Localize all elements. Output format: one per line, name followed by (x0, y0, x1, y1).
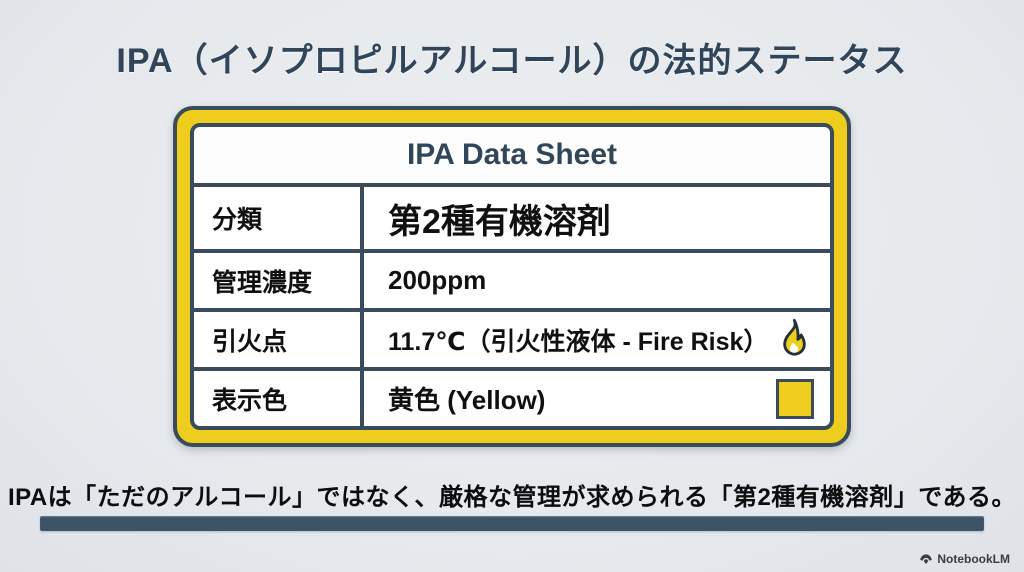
row-value-wrap: 黄色 (Yellow) (364, 371, 830, 426)
row-value: 11.7℃（引火性液体 - Fire Risk） (388, 327, 769, 356)
table-row-display-color: 表示色 黄色 (Yellow) (194, 371, 830, 426)
row-label: 表示色 (194, 371, 364, 426)
table-row-concentration: 管理濃度 200ppm (194, 253, 830, 312)
notebooklm-icon (920, 554, 933, 564)
row-value-wrap: 11.7℃（引火性液体 - Fire Risk） (364, 312, 830, 367)
yellow-swatch (776, 378, 814, 419)
brand-footer: NotebookLM (919, 552, 1010, 566)
row-value: 200ppm (388, 265, 487, 295)
table-row-classification: 分類 第2種有機溶剤 (194, 187, 830, 253)
data-sheet-card: IPA Data Sheet 分類 第2種有機溶剤 管理濃度 200ppm 引火… (173, 106, 851, 447)
table-header: IPA Data Sheet (194, 127, 830, 187)
summary-text: IPAは「ただのアルコール」ではなく、厳格な管理が求められる「第2種有機溶剤」で… (7, 484, 1017, 511)
row-value: 第2種有機溶剤 (388, 202, 611, 241)
row-label: 引火点 (194, 312, 364, 367)
flame-icon (783, 318, 806, 356)
divider-bar (40, 516, 984, 531)
table-row-flashpoint: 引火点 11.7℃（引火性液体 - Fire Risk） (194, 312, 830, 371)
row-label: 管理濃度 (194, 253, 364, 308)
page-title: IPA（イソプロピルアルコール）の法的ステータス (116, 42, 908, 80)
brand-label: NotebookLM (937, 552, 1010, 566)
row-label: 分類 (194, 187, 364, 249)
data-sheet-table: IPA Data Sheet 分類 第2種有機溶剤 管理濃度 200ppm 引火… (190, 123, 834, 430)
row-value: 黄色 (Yellow) (388, 385, 546, 415)
